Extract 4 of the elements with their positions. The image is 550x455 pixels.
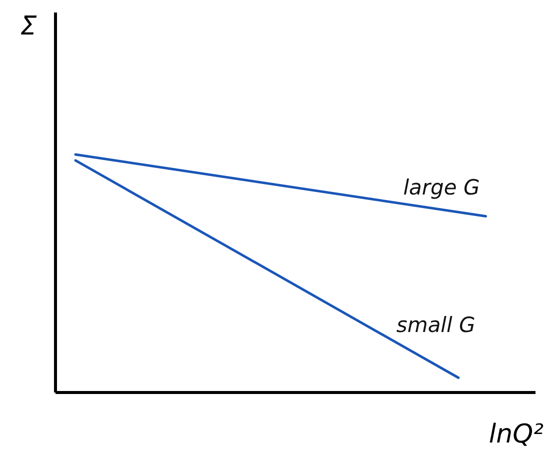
- x-axis-title: lnQ²: [488, 420, 544, 450]
- series-label: large G: [403, 175, 480, 200]
- y-axis-title: Σ: [20, 12, 38, 42]
- series-label: small G: [396, 312, 476, 337]
